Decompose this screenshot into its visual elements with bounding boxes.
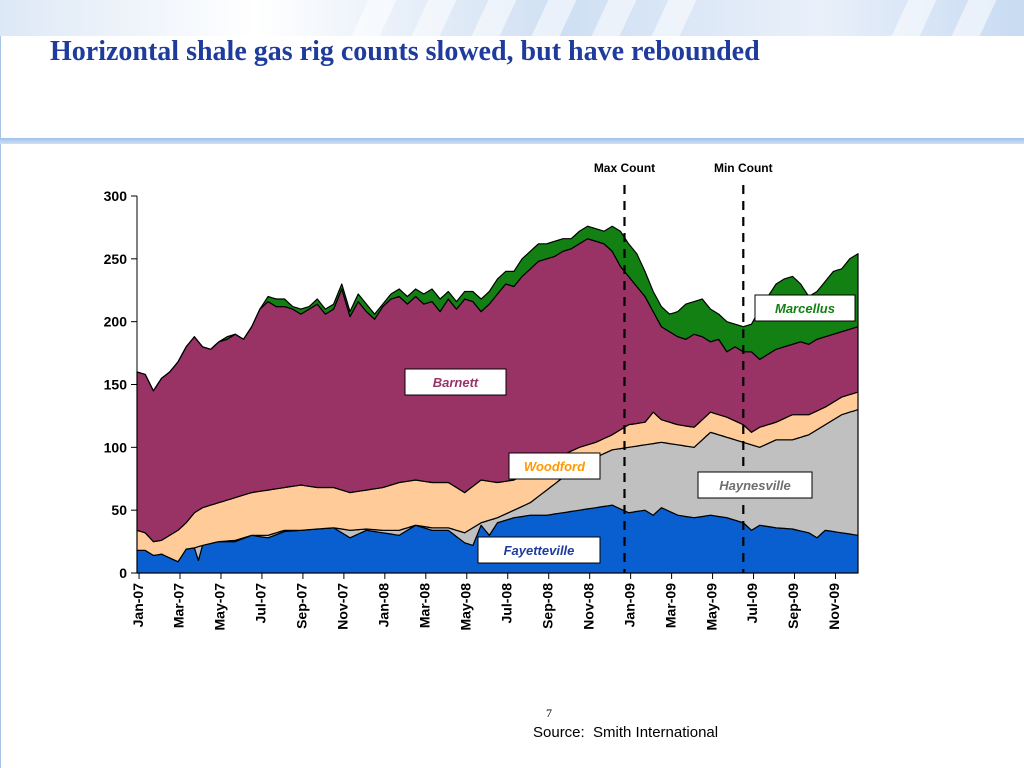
series-label-box-woodford [508, 452, 601, 480]
x-tick-label: Jul-08 [498, 583, 514, 624]
series-label-woodford: Woodford [524, 459, 586, 474]
x-tick-label: Sep-08 [539, 583, 555, 629]
slide-header-band [0, 0, 1024, 36]
series-label-box-haynesville [697, 471, 813, 499]
y-tick-label: 300 [104, 188, 128, 204]
x-tick-label: Nov-09 [826, 583, 842, 630]
y-tick-label: 250 [104, 251, 128, 267]
page-number: 7 [546, 706, 552, 720]
y-tick-label: 0 [119, 565, 127, 581]
series-label-box-barnett [404, 368, 507, 396]
series-label-fayetteville: Fayetteville [504, 543, 575, 558]
area-layer [136, 225, 859, 574]
x-tick-label: Mar-09 [662, 583, 678, 628]
series-label-layer: Fayetteville Woodford Haynesville Barnett Ma… [404, 294, 856, 564]
x-tick-label: Nov-08 [580, 583, 596, 630]
source-note: Source: Smith International [533, 724, 719, 741]
slide-left-rule [0, 36, 1, 768]
series-label-barnett: Barnett [433, 375, 479, 390]
series-label-box-fayetteville [477, 536, 601, 564]
series-label-box-marcellus [754, 294, 856, 322]
x-tick-label: May-09 [703, 583, 719, 631]
series-label-haynesville: Haynesville [719, 478, 791, 493]
x-tick-label: Mar-08 [417, 583, 433, 628]
x-tick-label: Jan-08 [376, 583, 392, 628]
y-tick-label: 50 [111, 502, 127, 518]
x-tick-label: Sep-07 [294, 583, 310, 629]
slide-title: Horizontal shale gas rig counts slowed, … [50, 36, 760, 67]
x-tick-label: Mar-07 [171, 583, 187, 628]
series-area-marcellus [136, 225, 859, 392]
annotation-label-max-count: Max Count [594, 161, 655, 175]
series-label-marcellus: Marcellus [775, 301, 835, 316]
x-tick-label: Nov-07 [335, 583, 351, 630]
title-divider [0, 138, 1024, 144]
x-tick-label: May-07 [212, 583, 228, 631]
x-tick-label: May-08 [457, 583, 473, 631]
x-tick-label: Jul-09 [744, 583, 760, 624]
y-tick-label: 200 [104, 314, 128, 330]
y-tick-label: 150 [104, 377, 128, 393]
x-tick-label: Sep-09 [785, 583, 801, 629]
annotation-label-min-count: Min Count [714, 161, 773, 175]
annotation-layer: Max Count Min Count [594, 161, 773, 573]
x-tick-label: Jul-07 [253, 583, 269, 624]
x-tick-label: Jan-07 [130, 583, 146, 628]
y-tick-label: 100 [104, 439, 128, 455]
axis-layer: 0 50 100 150 200 250 300 Jan-07 Mar-07 May-07 Jul-… [104, 188, 858, 630]
x-tick-label: Jan-09 [621, 583, 637, 628]
